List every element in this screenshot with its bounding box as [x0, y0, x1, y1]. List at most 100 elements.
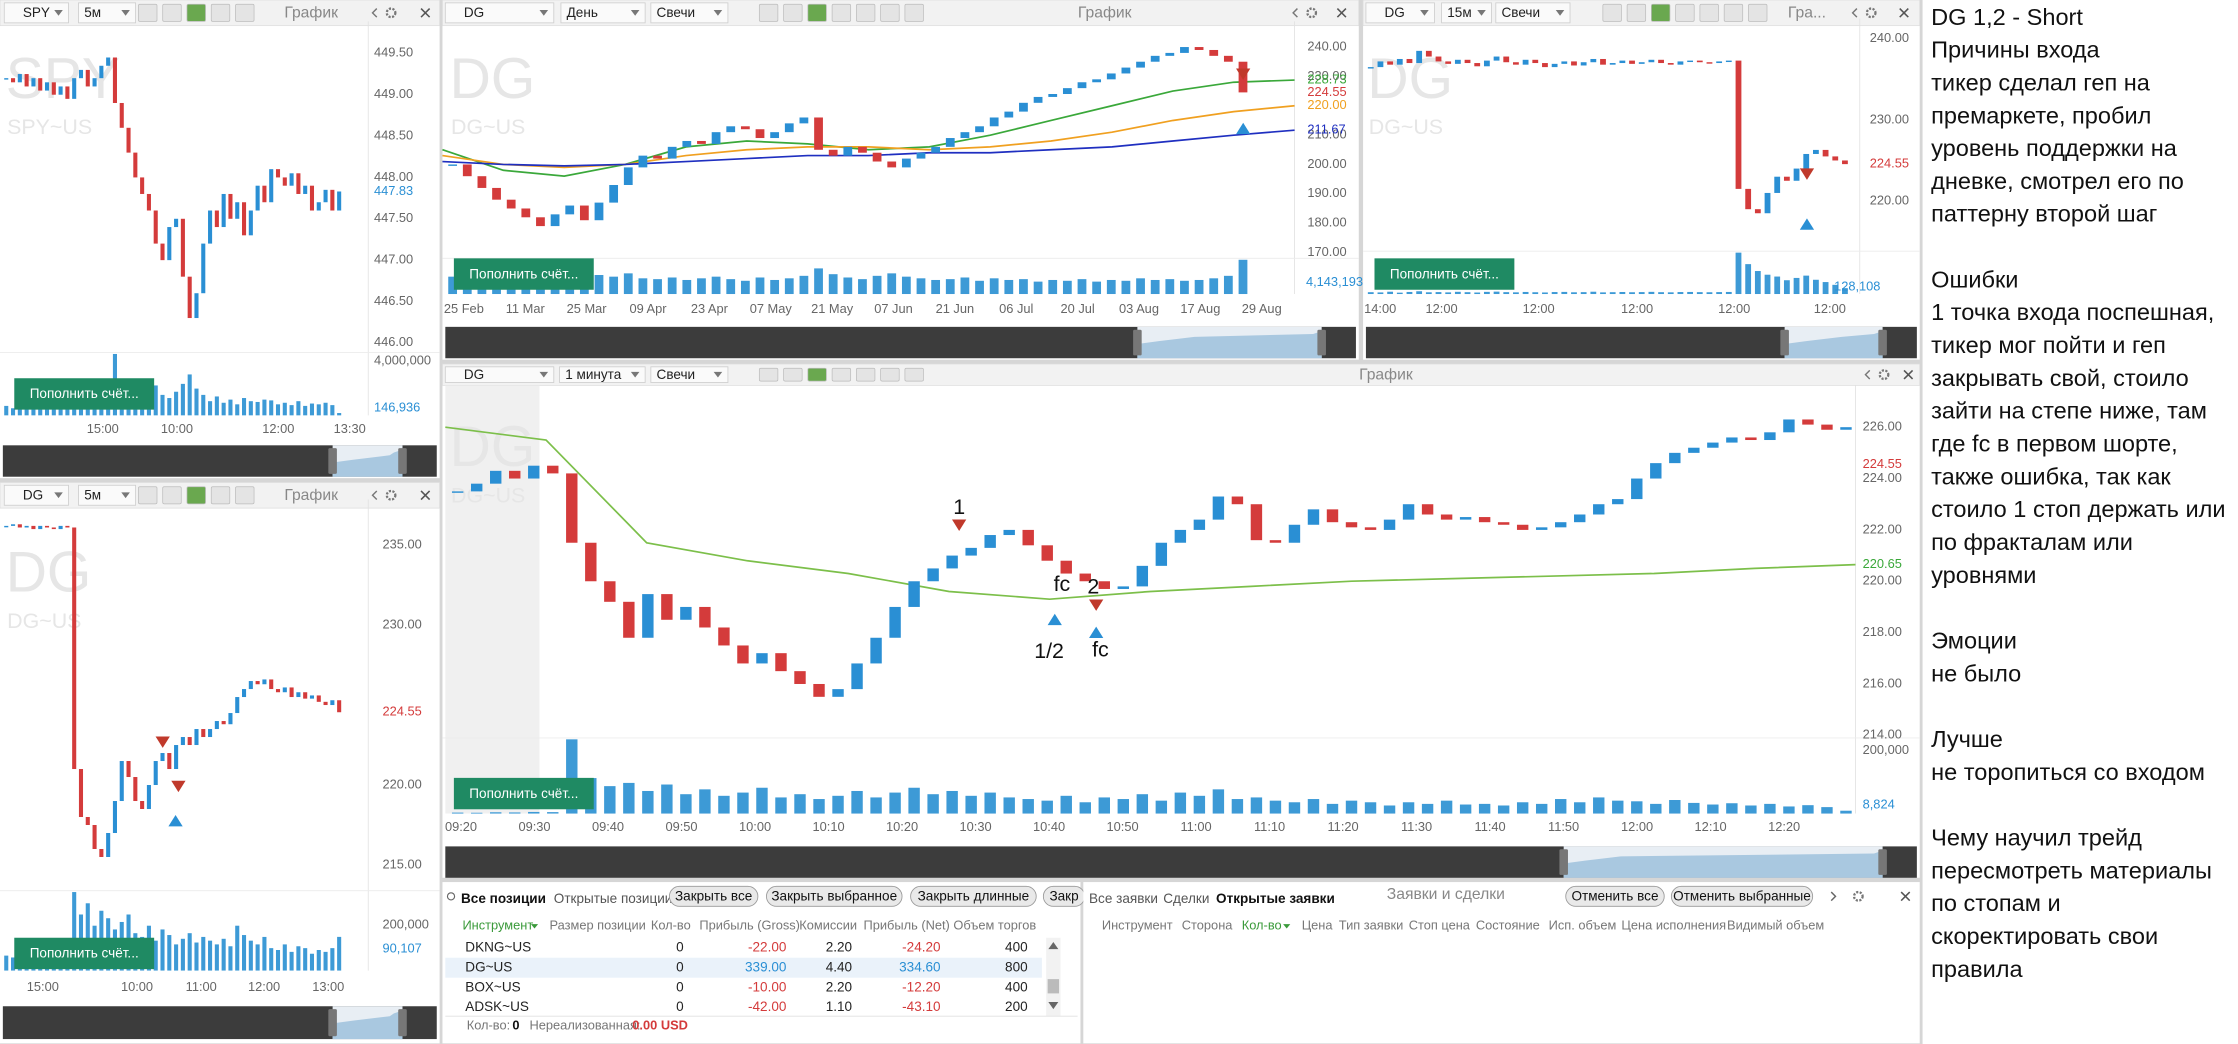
tool-button[interactable]: [880, 3, 900, 22]
symbol-select[interactable]: DG: [1384, 5, 1404, 20]
action-button[interactable]: [910, 885, 1037, 907]
tool-button[interactable]: [783, 3, 803, 22]
tool-button[interactable]: [235, 3, 255, 22]
column-header[interactable]: Прибыль (Gross): [699, 918, 800, 933]
style-select[interactable]: Свечи: [657, 5, 696, 20]
settings-icon[interactable]: [1865, 7, 1877, 19]
action-button-label[interactable]: Закрыть выбранное: [771, 889, 897, 904]
column-header[interactable]: Цена исполнения: [1621, 918, 1726, 933]
column-header[interactable]: Инструмент: [1102, 918, 1173, 933]
symbol-select-box[interactable]: [444, 2, 555, 24]
interval-select-box[interactable]: [78, 2, 137, 24]
column-header[interactable]: Размер позиции: [550, 918, 646, 933]
deposit-button-label[interactable]: Пополнить счёт...: [30, 386, 139, 401]
navigator-handle[interactable]: [328, 1009, 337, 1037]
column-header[interactable]: Прибыль (Net): [864, 918, 950, 933]
symbol-select[interactable]: DG: [464, 367, 484, 382]
navigator-handle[interactable]: [398, 448, 407, 474]
column-header[interactable]: Стоп цена: [1409, 918, 1471, 933]
close-icon[interactable]: [1900, 891, 1911, 902]
interval-select-box[interactable]: [559, 366, 646, 383]
tool-button[interactable]: [1699, 3, 1719, 22]
tool-button[interactable]: [904, 3, 924, 22]
column-header[interactable]: Инструмент: [462, 918, 533, 933]
deposit-button-label[interactable]: Пополнить счёт...: [469, 786, 578, 801]
collapse-icon[interactable]: [1292, 8, 1298, 18]
close-icon[interactable]: [1336, 8, 1347, 18]
column-header[interactable]: Видимый объем: [1727, 918, 1824, 933]
symbol-select[interactable]: DG: [23, 488, 43, 503]
column-header[interactable]: Объем торгов: [953, 918, 1036, 933]
tab[interactable]: Все позиции: [461, 891, 546, 906]
interval-select[interactable]: 1 минута: [565, 367, 621, 382]
navigator-handle[interactable]: [398, 1009, 407, 1037]
close-icon[interactable]: [420, 490, 431, 501]
action-button[interactable]: [766, 885, 903, 907]
tool-button[interactable]: [1748, 3, 1768, 22]
deposit-button[interactable]: [1374, 258, 1515, 290]
column-header[interactable]: Комиссии: [799, 918, 857, 933]
tool-button[interactable]: [235, 486, 255, 505]
tool-button[interactable]: [758, 367, 779, 382]
scroll-up[interactable]: [1048, 942, 1059, 950]
tool-button[interactable]: [210, 486, 231, 505]
tool-button[interactable]: [186, 486, 206, 505]
column-header[interactable]: Тип заявки: [1339, 918, 1404, 933]
symbol-select-box[interactable]: [1365, 2, 1435, 24]
tool-button[interactable]: [904, 367, 924, 382]
deposit-button-label[interactable]: Пополнить счёт...: [30, 946, 139, 961]
action-button-label[interactable]: Закрыть все: [675, 889, 752, 904]
deposit-button[interactable]: [453, 258, 594, 290]
deposit-button[interactable]: [453, 777, 594, 810]
navigator-handle[interactable]: [1878, 849, 1887, 875]
tool-button[interactable]: [1651, 3, 1671, 22]
tool-button[interactable]: [162, 3, 182, 22]
navigator-handle[interactable]: [1559, 849, 1568, 875]
settings-icon[interactable]: [1306, 7, 1318, 19]
deposit-button[interactable]: [14, 937, 155, 970]
action-button-label[interactable]: Закр: [1049, 889, 1078, 904]
navigator-handle[interactable]: [1133, 329, 1142, 356]
style-select[interactable]: Свечи: [1502, 5, 1541, 20]
action-button[interactable]: [1565, 885, 1665, 907]
tool-button[interactable]: [758, 3, 779, 22]
scroll-down[interactable]: [1048, 1001, 1059, 1010]
interval-select-box[interactable]: [560, 2, 646, 24]
tool-button[interactable]: [856, 3, 876, 22]
action-button-label[interactable]: Отменить все: [1571, 889, 1658, 904]
tool-button[interactable]: [783, 367, 803, 382]
deposit-button-label[interactable]: Пополнить счёт...: [1390, 266, 1499, 281]
style-select-box[interactable]: [650, 2, 729, 24]
action-button[interactable]: [668, 885, 759, 907]
scroll-thumb[interactable]: [1047, 979, 1060, 994]
more-icon[interactable]: [1830, 891, 1837, 902]
navigator-handle[interactable]: [1878, 329, 1887, 356]
action-button[interactable]: [1670, 885, 1814, 907]
column-header[interactable]: Исп. объем: [1549, 918, 1617, 933]
interval-select[interactable]: 15м: [1447, 5, 1471, 20]
collapse-icon[interactable]: [1864, 369, 1871, 380]
tab[interactable]: Открытые позиции: [554, 891, 673, 906]
tool-button[interactable]: [138, 486, 158, 505]
settings-icon[interactable]: [385, 489, 397, 501]
tool-button[interactable]: [807, 3, 827, 22]
collapse-icon[interactable]: [371, 8, 378, 18]
tool-button[interactable]: [880, 367, 900, 382]
symbol-select-box[interactable]: [3, 2, 69, 24]
deposit-button[interactable]: [14, 378, 155, 410]
collapse-icon[interactable]: [1851, 8, 1858, 18]
style-select[interactable]: Свечи: [657, 367, 696, 382]
tool-button[interactable]: [210, 3, 231, 22]
symbol-select[interactable]: DG: [464, 5, 484, 20]
action-button-label[interactable]: Закрыть длинные: [918, 889, 1030, 904]
navigator-handle[interactable]: [328, 448, 337, 474]
close-icon[interactable]: [1899, 8, 1909, 18]
tool-button[interactable]: [1626, 3, 1647, 22]
navigator-handle[interactable]: [1780, 329, 1789, 356]
action-button-label[interactable]: Отменить выбранные: [1673, 889, 1811, 904]
interval-select[interactable]: 5м: [84, 5, 101, 20]
tool-button[interactable]: [1675, 3, 1695, 22]
tool-button[interactable]: [1723, 3, 1744, 22]
style-select-box[interactable]: [650, 366, 729, 383]
deposit-button-label[interactable]: Пополнить счёт...: [469, 266, 578, 281]
